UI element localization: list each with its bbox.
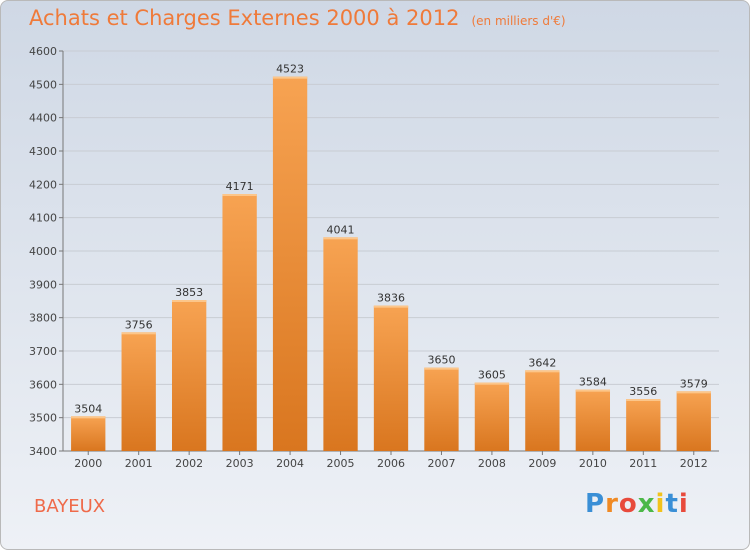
data-label: 3584	[579, 376, 607, 389]
data-label: 4523	[276, 63, 304, 76]
y-tick-label: 4600	[29, 45, 57, 58]
logo-letter: P	[585, 489, 606, 519]
bar-highlight	[626, 399, 661, 401]
y-tick-label: 3700	[29, 345, 57, 358]
data-label: 3556	[629, 385, 657, 398]
data-label: 4041	[327, 223, 355, 236]
bar-highlight	[222, 194, 257, 196]
data-label: 3605	[478, 369, 506, 382]
logo-letter: r	[605, 489, 619, 519]
data-label: 3650	[427, 354, 455, 367]
logo-letter: o	[618, 489, 638, 519]
y-tick-label: 3400	[29, 445, 57, 458]
logo-letter: i	[678, 489, 689, 519]
y-tick-label: 4000	[29, 245, 57, 258]
bars: 3504 3756 3853 4171 4523 4041 3836 3650 3605 3642…	[71, 63, 711, 452]
bar-2007	[424, 367, 459, 451]
logo-letter: t	[665, 489, 679, 519]
y-tick-label: 3800	[29, 312, 57, 325]
bar-highlight	[575, 389, 611, 392]
data-label: 4171	[226, 180, 254, 193]
bar-2000	[71, 416, 106, 451]
chart-title: Achats et Charges Externes 2000 à 2012 (e…	[29, 6, 566, 30]
bar-highlight	[171, 300, 207, 302]
bar-2012	[676, 391, 711, 451]
y-tick-label: 4200	[29, 178, 57, 191]
x-tick-label: 2010	[579, 457, 607, 470]
x-tick-label: 2001	[125, 457, 153, 470]
bar-highlight	[323, 237, 358, 240]
city-label: BAYEUX	[34, 496, 106, 517]
x-tick-label: 2003	[226, 457, 254, 470]
y-tick-label: 3900	[29, 278, 57, 291]
bar-highlight	[676, 391, 711, 394]
x-tick-label: 2011	[629, 457, 657, 470]
bar-highlight	[525, 370, 560, 373]
logo-letter: x	[637, 489, 656, 519]
x-tick-label: 2005	[327, 457, 355, 470]
y-tick-label: 4400	[29, 112, 57, 125]
data-label: 3579	[680, 377, 708, 390]
bar-2006	[373, 305, 409, 451]
y-tick-label: 3600	[29, 378, 57, 391]
x-tick-label: 2007	[427, 457, 455, 470]
bar-highlight	[474, 382, 510, 385]
x-tick-label: 2000	[74, 457, 102, 470]
y-tick-label: 4500	[29, 78, 57, 91]
x-tick-label: 2012	[680, 457, 708, 470]
x-tick-label: 2002	[175, 457, 203, 470]
bar-2009	[525, 370, 560, 451]
bar-2008	[474, 382, 510, 451]
x-tick-label: 2008	[478, 457, 506, 470]
bar-2001	[121, 332, 156, 451]
data-label: 3853	[175, 286, 203, 299]
x-tick-label: 2009	[528, 457, 556, 470]
data-label: 3836	[377, 292, 405, 305]
x-tick-label: 2006	[377, 457, 405, 470]
x-axis: 2000 2001 2002 2003 2004 2005 2006 2007 2008 2009…	[74, 451, 708, 470]
bar-2011	[626, 399, 661, 451]
y-tick-label: 4300	[29, 145, 57, 158]
data-label: 3642	[528, 356, 556, 369]
x-tick-label: 2004	[276, 457, 304, 470]
chart-unit: (en milliers d'€)	[471, 14, 566, 28]
bar-2003	[222, 194, 257, 451]
y-axis: 3400 3500 3600 3700 3800 3900 4000 4100 4200 4300…	[29, 45, 719, 458]
data-label: 3504	[74, 402, 102, 415]
data-label: 3756	[125, 318, 153, 331]
logo-letter: i	[655, 489, 666, 519]
bar-highlight	[424, 367, 459, 370]
proxiti-logo[interactable]: Proxiti	[585, 489, 689, 519]
bar-2004	[272, 76, 308, 452]
bar-highlight	[121, 332, 156, 335]
bar-2005	[323, 237, 358, 451]
y-tick-label: 4100	[29, 212, 57, 225]
bar-2010	[575, 389, 611, 451]
bar-highlight	[373, 305, 409, 308]
bar-highlight	[71, 416, 106, 419]
bar-2002	[171, 300, 207, 451]
bar-highlight	[272, 76, 308, 79]
y-tick-label: 3500	[29, 412, 57, 425]
